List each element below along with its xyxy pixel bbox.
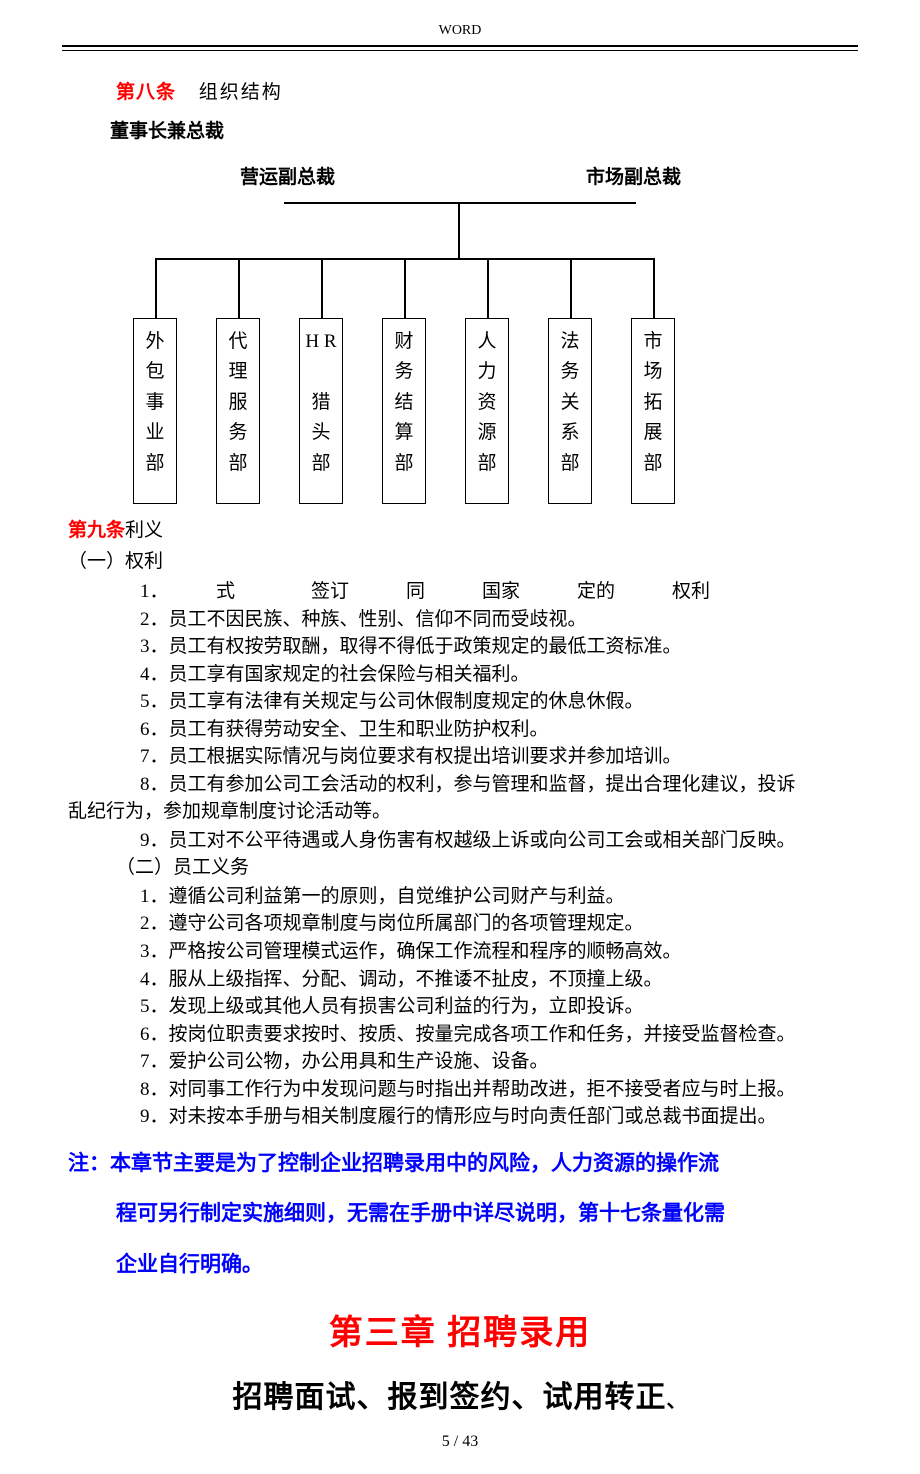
footer-total: 43 (462, 1433, 478, 1450)
dept-box-1: 代理服务部 (216, 318, 260, 504)
note-text-1: 本章节主要是为了控制企业招聘录用中的风险，人力资源的操作流 (110, 1152, 719, 1175)
right-item-1: 1． 式 签订 同 国家 定的 权利 (68, 578, 852, 606)
subtitle-main: 招聘面试、报到签约、试用转正 (233, 1381, 667, 1414)
org-line-vmain (458, 202, 460, 258)
article-9-sub1: （一）权利 (68, 548, 852, 577)
right-item-7: 7．员工根据实际情况与岗位要求有权提出培训要求并参加培训。 (68, 743, 852, 771)
sub1-head: （一） (68, 551, 125, 572)
page-content: 第八条 组织结构 董事长兼总裁 营运副总裁 市场副总裁 外包事业部代理服务部 H … (0, 51, 920, 1454)
chapter-subtitle: 招聘面试、报到签约、试用转正、 (68, 1375, 852, 1420)
article-8-title: 组织结构 (181, 82, 283, 103)
org-vline-3 (404, 258, 406, 318)
rights-list: 1． 式 签订 同 国家 定的 权利2．员工不因民族、种族、性别、信仰不同而受歧… (68, 578, 852, 771)
dept-box-6: 市场拓展部 (631, 318, 675, 504)
org-vline-2 (321, 258, 323, 318)
right-item-3: 3．员工有权按劳取酬，取得不得低于政策规定的最低工资标准。 (68, 633, 852, 661)
duty-item-6: 6．按岗位职责要求按时、按质、按量完成各项工作和任务，并接受监督检查。 (68, 1021, 852, 1049)
note-line-3: 企业自行明确。 (68, 1240, 852, 1290)
header-rule-thick (62, 45, 858, 48)
org-vline-4 (487, 258, 489, 318)
footer-sep: / (450, 1433, 462, 1450)
duty-item-3: 3．严格按公司管理模式运作，确保工作流程和程序的顺畅高效。 (68, 938, 852, 966)
article-9-title-tail: 利义 (125, 520, 163, 541)
dept-box-0: 外包事业部 (133, 318, 177, 504)
note-line-1: 注：本章节主要是为了控制企业招聘录用中的风险，人力资源的操作流 (68, 1139, 852, 1189)
right-item-5: 5．员工享有法律有关规定与公司休假制度规定的休息休假。 (68, 688, 852, 716)
org-vline-0 (155, 258, 157, 318)
org-vline-1 (238, 258, 240, 318)
org-vline-6 (653, 258, 655, 318)
org-vline-5 (570, 258, 572, 318)
duties-list: 1．遵循公司利益第一的原则，自觉维护公司财产与利益。2．遵守公司各项规章制度与岗… (68, 883, 852, 1131)
duty-item-9: 9．对未按本手册与相关制度履行的情形应与时向责任部门或总裁书面提出。 (68, 1103, 852, 1131)
duty-item-4: 4．服从上级指挥、分配、调动，不推诿不扯皮，不顶撞上级。 (68, 966, 852, 994)
chapter-title: 第三章 招聘录用 (68, 1308, 852, 1359)
duty-item-2: 2．遵守公司各项规章制度与岗位所属部门的各项管理规定。 (68, 910, 852, 938)
note-section: 注：本章节主要是为了控制企业招聘录用中的风险，人力资源的操作流 程可另行制定实施… (68, 1139, 852, 1290)
org-chart: 营运副总裁 市场副总裁 外包事业部代理服务部 H R 猎头部财务结算部人力资源部法… (78, 164, 842, 509)
vp-marketing: 市场副总裁 (586, 164, 681, 193)
duty-item-8: 8．对同事工作行为中发现问题与时指出并帮助改进，拒不接受者应与时上报。 (68, 1076, 852, 1104)
right-item-4: 4．员工享有国家规定的社会保险与相关福利。 (68, 661, 852, 689)
duty-item-5: 5．发现上级或其他人员有损害公司利益的行为，立即投诉。 (68, 993, 852, 1021)
note-line-2: 程可另行制定实施细则，无需在手册中详尽说明，第十七条量化需 (68, 1189, 852, 1239)
right-8a-text: 8．员工有参加公司工会活动的权利，参与管理和监督，提出合理化建议，投诉 (68, 774, 796, 795)
duty-item-7: 7．爱护公司公物，办公用具和生产设施、设备。 (68, 1048, 852, 1076)
org-line-top (284, 202, 636, 204)
article-9-sub2: （二）员工义务 (68, 854, 852, 883)
sub1-tail: 权利 (125, 551, 163, 572)
dept-box-5: 法务关系部 (548, 318, 592, 504)
right-item-9: 9．员工对不公平待遇或人身伤害有权越级上诉或向公司工会或相关部门反映。 (68, 827, 852, 855)
right-item-8b: 乱纪行为，参加规章制度讨论活动等。 (68, 798, 852, 827)
note-label: 注： (68, 1152, 110, 1175)
right-item-6: 6．员工有获得劳动安全、卫生和职业防护权利。 (68, 716, 852, 744)
article-8-number: 第八条 (116, 82, 176, 103)
page-footer: 5 / 43 (68, 1430, 852, 1454)
dept-box-4: 人力资源部 (465, 318, 509, 504)
article-9-line1: 第九条利义 (68, 517, 852, 546)
article-8-heading: 第八条 组织结构 (68, 79, 852, 108)
dept-box-3: 财务结算部 (382, 318, 426, 504)
chairman-label: 董事长兼总裁 (68, 118, 852, 147)
article-9-block: 第九条利义 （一）权利 (68, 517, 852, 576)
footer-page: 5 (442, 1433, 450, 1450)
page-header-label: WORD (0, 20, 920, 45)
subtitle-tail: 、 (667, 1390, 688, 1412)
article-9-number: 第九条 (68, 520, 125, 541)
dept-box-2: H R 猎头部 (299, 318, 343, 504)
right-item-8a: 8．员工有参加公司工会活动的权利，参与管理和监督，提出合理化建议，投诉 (68, 771, 852, 799)
vp-operations: 营运副总裁 (240, 164, 335, 193)
right-item-2: 2．员工不因民族、种族、性别、信仰不同而受歧视。 (68, 606, 852, 634)
duty-item-1: 1．遵循公司利益第一的原则，自觉维护公司财产与利益。 (68, 883, 852, 911)
